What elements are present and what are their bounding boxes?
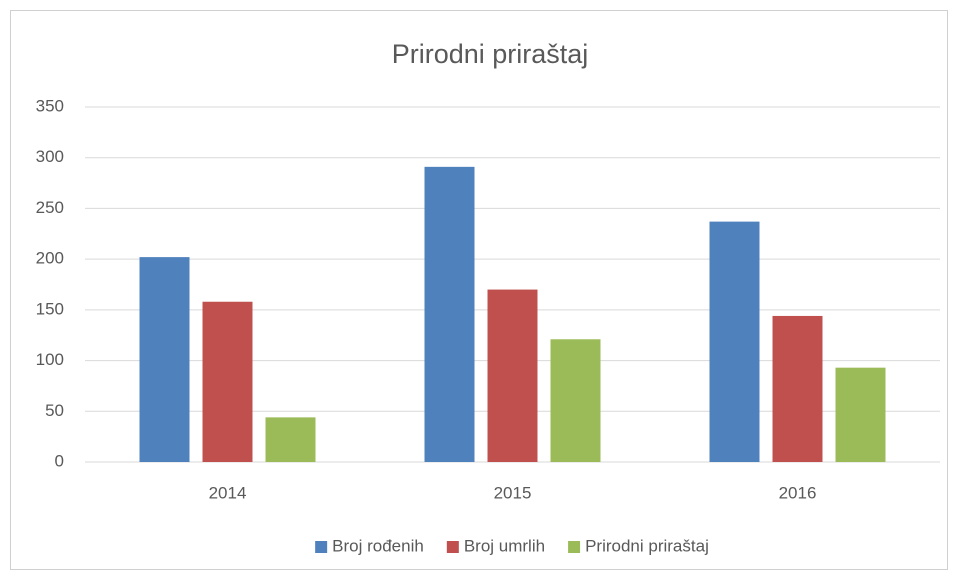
y-tick-label: 300 bbox=[36, 147, 64, 166]
bar bbox=[139, 257, 190, 462]
y-tick-label: 200 bbox=[36, 249, 64, 268]
y-tick-label: 50 bbox=[45, 401, 64, 420]
y-tick-label: 350 bbox=[36, 96, 64, 115]
bar bbox=[772, 315, 823, 462]
bar bbox=[265, 417, 316, 462]
y-tick-label: 250 bbox=[36, 198, 64, 217]
legend-label: Broj rođenih bbox=[332, 536, 424, 555]
legend-label: Prirodni priraštaj bbox=[585, 536, 709, 555]
legend-swatch bbox=[315, 541, 328, 553]
legend-label: Broj umrlih bbox=[464, 536, 545, 555]
x-tick-label: 2016 bbox=[779, 483, 817, 502]
y-tick-label: 0 bbox=[55, 451, 64, 470]
bar bbox=[835, 367, 886, 462]
y-tick-label: 100 bbox=[36, 350, 64, 369]
x-tick-label: 2015 bbox=[494, 483, 532, 502]
legend-swatch bbox=[568, 541, 581, 553]
bar bbox=[709, 221, 760, 462]
bar bbox=[424, 166, 475, 463]
bar bbox=[550, 339, 601, 462]
bar bbox=[202, 301, 253, 462]
y-tick-label: 150 bbox=[36, 299, 64, 318]
legend-swatch bbox=[446, 541, 459, 553]
x-tick-label: 2014 bbox=[209, 483, 247, 502]
bar bbox=[487, 289, 538, 462]
chart-title: Prirodni priraštaj bbox=[392, 39, 589, 69]
